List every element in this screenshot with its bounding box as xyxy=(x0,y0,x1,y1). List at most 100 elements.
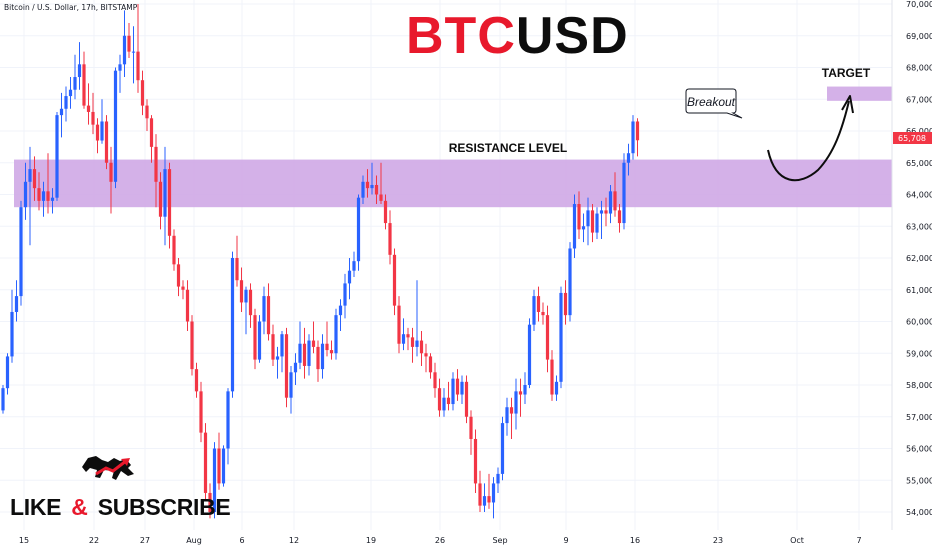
candle xyxy=(595,207,599,239)
candle-body xyxy=(419,340,424,354)
candle-body xyxy=(289,372,293,398)
candle-body xyxy=(577,204,581,230)
candle-body xyxy=(230,258,235,392)
candle-body xyxy=(365,181,370,189)
candle xyxy=(91,92,95,135)
candle-body xyxy=(91,111,95,125)
candle xyxy=(527,318,532,389)
candle-body xyxy=(284,334,289,398)
candle-body xyxy=(460,381,464,395)
candle-body xyxy=(55,115,59,198)
candle xyxy=(392,248,397,316)
candle xyxy=(1,385,5,414)
candle xyxy=(122,10,127,78)
candle-body xyxy=(221,448,226,484)
candle xyxy=(64,86,68,122)
candle-body xyxy=(275,356,280,360)
x-tick-label: 15 xyxy=(19,536,29,545)
candle-body xyxy=(14,296,19,312)
candle-body xyxy=(5,356,10,389)
bull-bear-logo-icon xyxy=(82,456,134,480)
candle xyxy=(194,362,199,398)
candle xyxy=(109,146,113,214)
candle-body xyxy=(244,289,248,303)
y-tick-label: 63,000 xyxy=(906,222,932,231)
y-tick-label: 60,000 xyxy=(906,318,932,327)
y-tick-label: 64,000 xyxy=(906,191,932,200)
candle-body xyxy=(433,372,437,389)
y-tick-label: 59,000 xyxy=(906,349,932,358)
candle xyxy=(406,327,410,351)
price-axis[interactable]: 54,000 55,000 56,000 57,000 58,000 59,000 60,0… xyxy=(906,0,932,517)
candle-body xyxy=(532,296,536,325)
candle-body xyxy=(469,416,473,439)
candle-body xyxy=(311,340,316,347)
candle-body xyxy=(1,388,5,411)
candle-body xyxy=(397,305,401,344)
y-tick-label: 57,000 xyxy=(906,413,932,422)
candle xyxy=(599,200,604,239)
candle-body xyxy=(374,184,379,195)
candle-body xyxy=(536,296,541,312)
candle xyxy=(118,54,122,93)
candle xyxy=(455,369,460,401)
candle xyxy=(626,143,631,176)
candle-body xyxy=(181,286,185,290)
candle xyxy=(577,191,581,239)
candle-body xyxy=(131,51,136,53)
candle xyxy=(154,134,158,208)
candle-body xyxy=(140,80,145,106)
time-axis[interactable]: 15 22 27 Aug 6 12 19 26 Sep 9 16 23 Oct 7 xyxy=(19,536,862,545)
candle xyxy=(275,346,280,379)
candle xyxy=(550,350,554,401)
candle-body xyxy=(505,407,509,424)
candle-body xyxy=(118,64,122,71)
candle xyxy=(257,315,262,363)
candle xyxy=(14,280,19,322)
subscribe-banner: LIKE & SUBSCRIBE xyxy=(10,494,230,520)
candle xyxy=(95,118,100,154)
x-tick-label: Aug xyxy=(186,536,202,545)
candle-body xyxy=(604,210,608,214)
candle xyxy=(401,318,406,351)
candle xyxy=(37,172,41,211)
candle xyxy=(5,353,10,395)
candle-body xyxy=(437,388,442,411)
candle-body xyxy=(167,169,172,236)
candle-body xyxy=(316,346,320,370)
candle-body xyxy=(523,385,527,395)
candle xyxy=(289,365,293,414)
candle xyxy=(554,375,559,401)
target-zone xyxy=(827,86,892,101)
y-tick-label: 62,000 xyxy=(906,254,932,263)
candle-body xyxy=(37,188,41,201)
candle-body xyxy=(478,483,482,506)
candle xyxy=(167,162,172,249)
candle-body xyxy=(487,496,491,503)
candle-body xyxy=(428,356,433,373)
candle xyxy=(23,162,28,220)
candle-body xyxy=(509,407,514,414)
candle-body xyxy=(581,226,586,230)
candle xyxy=(536,286,541,322)
candle-body xyxy=(415,340,419,347)
candle xyxy=(496,467,500,493)
candle-body xyxy=(127,35,131,52)
candle xyxy=(469,410,473,455)
current-price-tag xyxy=(893,132,932,144)
candle-body xyxy=(568,248,572,316)
candle xyxy=(59,92,64,138)
candle xyxy=(523,372,527,405)
candle xyxy=(127,23,131,58)
candle xyxy=(334,308,338,360)
resistance-zone xyxy=(14,159,892,208)
candle-body xyxy=(172,235,176,265)
candle-body xyxy=(64,96,68,109)
breakout-callout: Breakout xyxy=(685,88,743,119)
subscribe-word: SUBSCRIBE xyxy=(98,494,231,520)
candle-body xyxy=(194,369,199,392)
candle-body xyxy=(293,362,298,373)
candle xyxy=(262,286,266,335)
candle-body xyxy=(158,181,163,217)
